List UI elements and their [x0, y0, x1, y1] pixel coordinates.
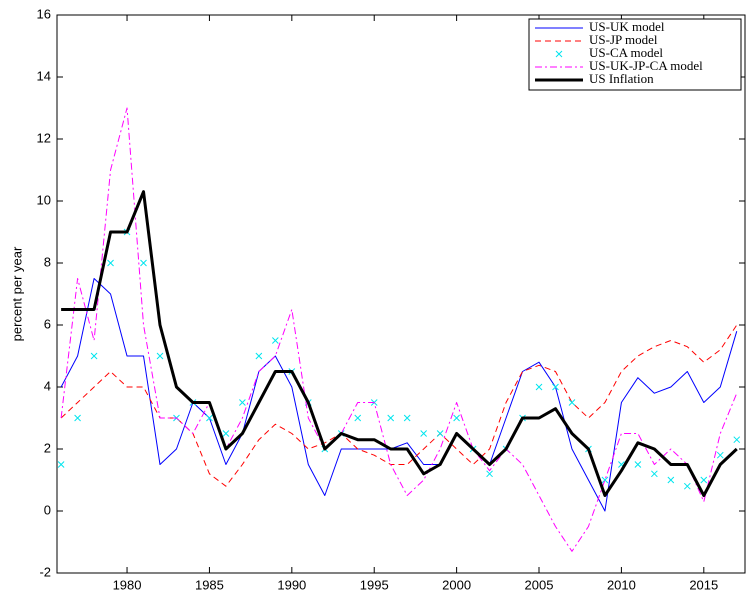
y-tick-label: 0 [44, 502, 51, 517]
y-tick-label: 4 [44, 378, 51, 393]
marker [733, 436, 741, 444]
y-tick-label: 6 [44, 316, 51, 331]
y-tick-label: 16 [37, 6, 51, 21]
marker [420, 430, 428, 437]
marker [239, 399, 246, 406]
plot-frame [56, 14, 746, 574]
marker [667, 476, 675, 484]
x-tick-label: 2010 [607, 577, 636, 591]
x-tick-label: 1995 [360, 577, 389, 591]
legend-label: US Inflation [589, 71, 654, 86]
y-tick-label: 2 [44, 440, 51, 455]
y-tick-label: -2 [39, 564, 51, 579]
marker [107, 259, 114, 267]
marker [140, 259, 147, 267]
marker [206, 414, 213, 422]
marker [90, 352, 98, 360]
marker [156, 352, 164, 360]
marker [387, 414, 395, 422]
x-tick-label: 2015 [689, 577, 718, 591]
x-tick-label: 2005 [525, 577, 554, 591]
marker [651, 470, 658, 478]
marker [271, 337, 279, 344]
marker [700, 476, 708, 484]
marker [74, 414, 81, 422]
x-tick-label: 2000 [442, 577, 471, 591]
marker [403, 414, 411, 422]
marker [57, 461, 65, 468]
y-tick-label: 10 [37, 192, 51, 207]
x-tick-label: 1980 [113, 577, 142, 591]
legend-label: US-UK model [589, 19, 665, 34]
legend-label: US-JP model [589, 32, 658, 47]
marker [683, 482, 691, 490]
marker [222, 430, 230, 437]
y-tick-label: 8 [44, 254, 51, 269]
marker [354, 414, 362, 422]
marker [535, 383, 543, 391]
marker [555, 50, 563, 58]
legend-label: US-UK-JP-CA model [589, 58, 703, 73]
series-line [60, 107, 738, 552]
x-tick-label: 1985 [195, 577, 224, 591]
marker [716, 451, 724, 459]
marker [486, 470, 493, 478]
marker [255, 352, 263, 360]
marker [453, 414, 460, 422]
legend-label: US-CA model [589, 45, 663, 60]
plot-area [57, 107, 741, 552]
marker [552, 383, 559, 391]
legend-box [528, 18, 742, 91]
marker [634, 461, 642, 468]
series-line [61, 190, 738, 497]
y-tick-label: 12 [37, 130, 51, 145]
x-tick-label: 1990 [277, 577, 306, 591]
y-axis-label: percent per year [9, 246, 24, 341]
y-tick-label: 14 [37, 68, 51, 83]
marker [568, 399, 576, 406]
series-line [60, 278, 738, 512]
marker [601, 476, 609, 484]
marker [436, 430, 444, 437]
